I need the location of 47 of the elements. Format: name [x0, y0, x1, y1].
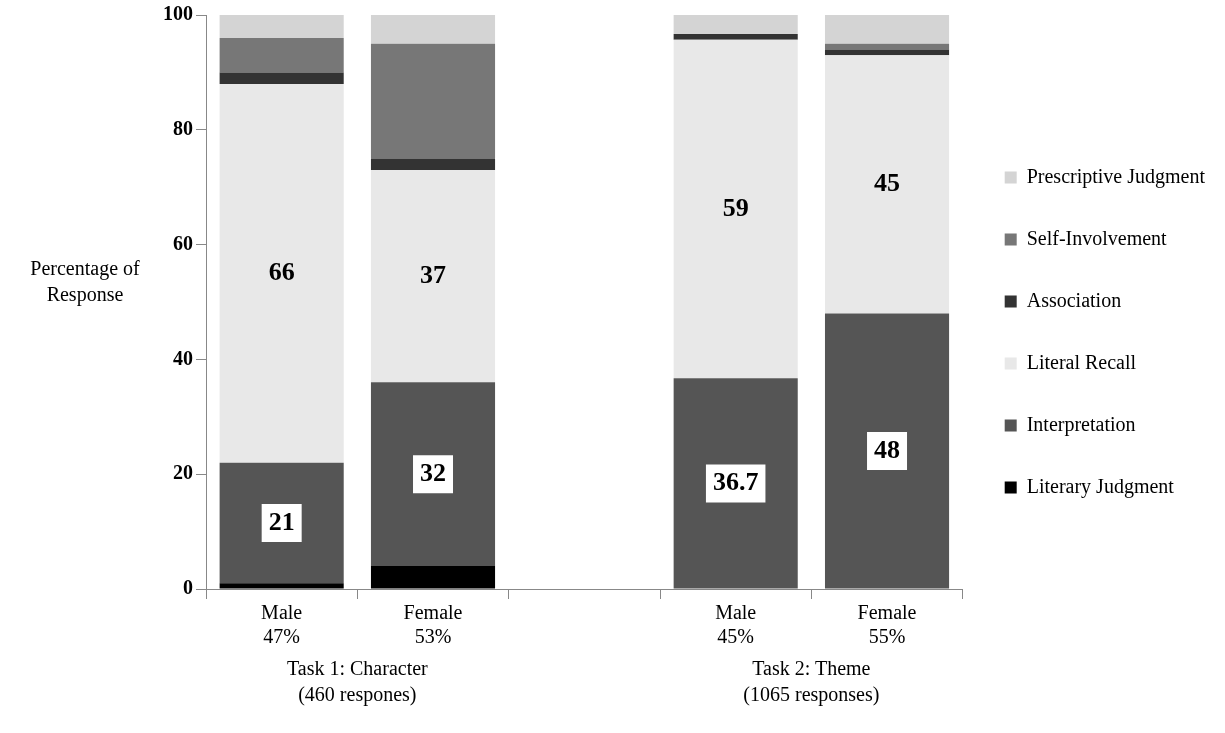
- data-label: 32: [420, 457, 447, 487]
- bar: [370, 43, 496, 159]
- bar: [824, 49, 950, 56]
- legend-label: Interpretation: [1026, 412, 1136, 436]
- y-tick-label: 0: [183, 576, 193, 599]
- bar: [219, 462, 344, 584]
- bar: [824, 55, 950, 314]
- bar: [219, 72, 344, 84]
- bar: [673, 39, 798, 379]
- legend-label: Literary Judgment: [1026, 474, 1175, 498]
- bar: [673, 378, 798, 589]
- y-tick-label: 100: [163, 2, 193, 25]
- x-tick-label: Female 53%: [403, 601, 463, 648]
- bar: [824, 313, 950, 589]
- bar: [219, 583, 344, 589]
- bar: [370, 158, 496, 170]
- x-tick-label: Female 55%: [857, 601, 917, 648]
- x-tick-label: Male 47%: [261, 601, 303, 648]
- y-axis-title: Percentage of Response: [29, 256, 141, 307]
- data-label: 36.7: [712, 467, 759, 497]
- y-tick-label: 80: [173, 116, 193, 139]
- bar: [370, 169, 496, 383]
- data-label: 48: [874, 434, 901, 464]
- bar: [370, 15, 496, 44]
- legend-label: Self-Involvement: [1026, 226, 1168, 249]
- data-label: 45: [874, 168, 901, 198]
- bar: [219, 83, 344, 463]
- bar: [673, 15, 798, 34]
- legend-label: Association: [1026, 288, 1122, 311]
- bar: [219, 37, 344, 73]
- bar: [673, 33, 798, 40]
- bar: [370, 566, 496, 589]
- legend-label: Literal Recall: [1026, 350, 1137, 373]
- data-label: 37: [420, 259, 447, 289]
- y-tick-label: 40: [173, 346, 193, 369]
- bar: [824, 15, 950, 44]
- data-label: 21: [268, 506, 295, 536]
- text: Task 1: Character (460 respones): [286, 657, 429, 707]
- y-tick-label: 20: [173, 461, 193, 484]
- bar: [370, 382, 496, 567]
- x-tick-label: Male 45%: [715, 601, 757, 648]
- text: Task 2: Theme (1065 responses): [743, 657, 880, 707]
- legend-label: Prescriptive Judgment: [1026, 164, 1206, 188]
- data-label: 66: [268, 257, 295, 287]
- data-label: 59: [722, 192, 749, 222]
- bar: [219, 15, 344, 38]
- y-tick-label: 60: [173, 231, 193, 254]
